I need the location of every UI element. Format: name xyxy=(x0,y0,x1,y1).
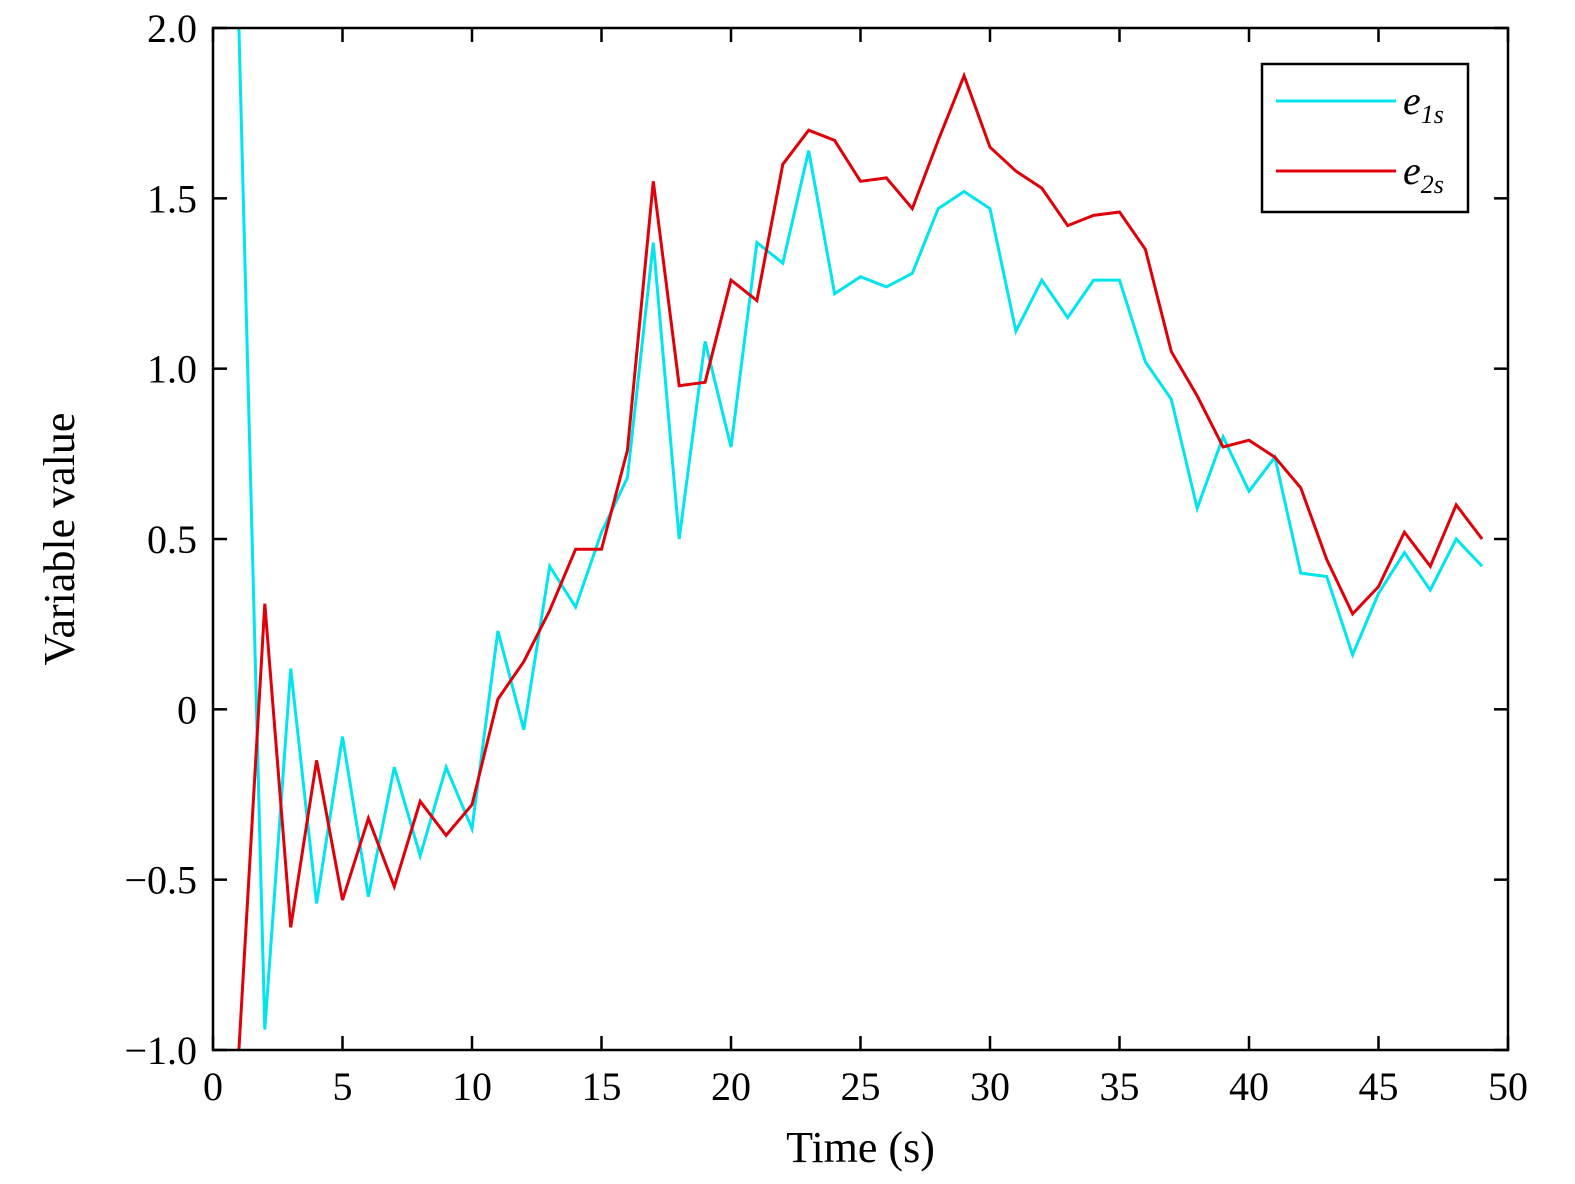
series-layer xyxy=(237,28,1484,1050)
x-tick-label: 20 xyxy=(711,1064,751,1109)
legend-label-e1s: e1s xyxy=(1403,78,1444,129)
y-tick-label: 0 xyxy=(177,687,197,732)
x-tick-label: 10 xyxy=(452,1064,492,1109)
y-tick-label: 1.0 xyxy=(147,347,197,392)
x-tick-label: 40 xyxy=(1229,1064,1269,1109)
legend-label-e2s: e2s xyxy=(1403,148,1444,199)
tick-layer: 0 5 10 15 20 25 30 35 40 45 50 −1.0 −0.5 0 0.5 1.0 1.5 2.… xyxy=(124,6,1528,1109)
x-tick-label: 50 xyxy=(1488,1064,1528,1109)
y-tick-label: 0.5 xyxy=(147,517,197,562)
y-tick-label: 2.0 xyxy=(147,6,197,51)
y-tick-label: 1.5 xyxy=(147,176,197,221)
legend-box xyxy=(1260,62,1470,214)
x-axis-title: Time (s) xyxy=(786,1123,935,1172)
y-axis-title: Variable value xyxy=(35,413,84,666)
x-tick-label: 35 xyxy=(1100,1064,1140,1109)
x-tick-label: 0 xyxy=(203,1064,223,1109)
series-line-e2s xyxy=(237,71,1484,1050)
x-tick-label: 15 xyxy=(582,1064,622,1109)
x-tick-label: 5 xyxy=(333,1064,353,1109)
x-tick-label: 45 xyxy=(1359,1064,1399,1109)
x-tick-label: 25 xyxy=(841,1064,881,1109)
x-tick-label: 30 xyxy=(970,1064,1010,1109)
y-tick-label: −1.0 xyxy=(124,1028,197,1073)
y-tick-label: −0.5 xyxy=(124,858,197,903)
